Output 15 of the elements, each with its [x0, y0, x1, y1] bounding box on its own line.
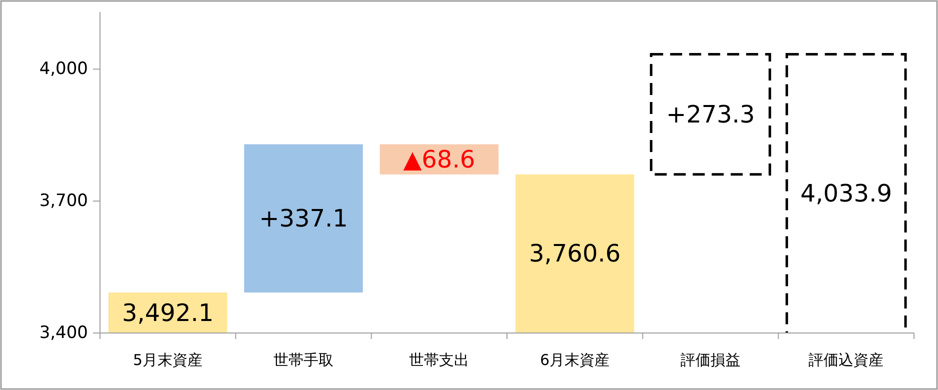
x-tick-label: 世帯支出 [409, 351, 470, 369]
data-label: ▲68.6 [403, 145, 476, 174]
data-label: +273.3 [666, 100, 755, 128]
data-label: 3,760.6 [529, 240, 621, 268]
y-tick-label: 3,700 [39, 191, 88, 212]
x-tick-label: 6月末資産 [540, 351, 610, 369]
x-tick-label: 評価損益 [680, 351, 740, 369]
y-tick-label: 4,000 [39, 59, 88, 80]
x-tick-label: 5月末資産 [133, 351, 203, 369]
data-label: 4,033.9 [800, 180, 892, 208]
x-tick-label: 世帯手取 [274, 351, 334, 369]
data-label: 3,492.1 [122, 298, 214, 327]
x-tick-label: 評価込資産 [808, 351, 884, 369]
data-label: +337.1 [259, 204, 348, 232]
y-tick-label: 3,400 [39, 323, 88, 343]
